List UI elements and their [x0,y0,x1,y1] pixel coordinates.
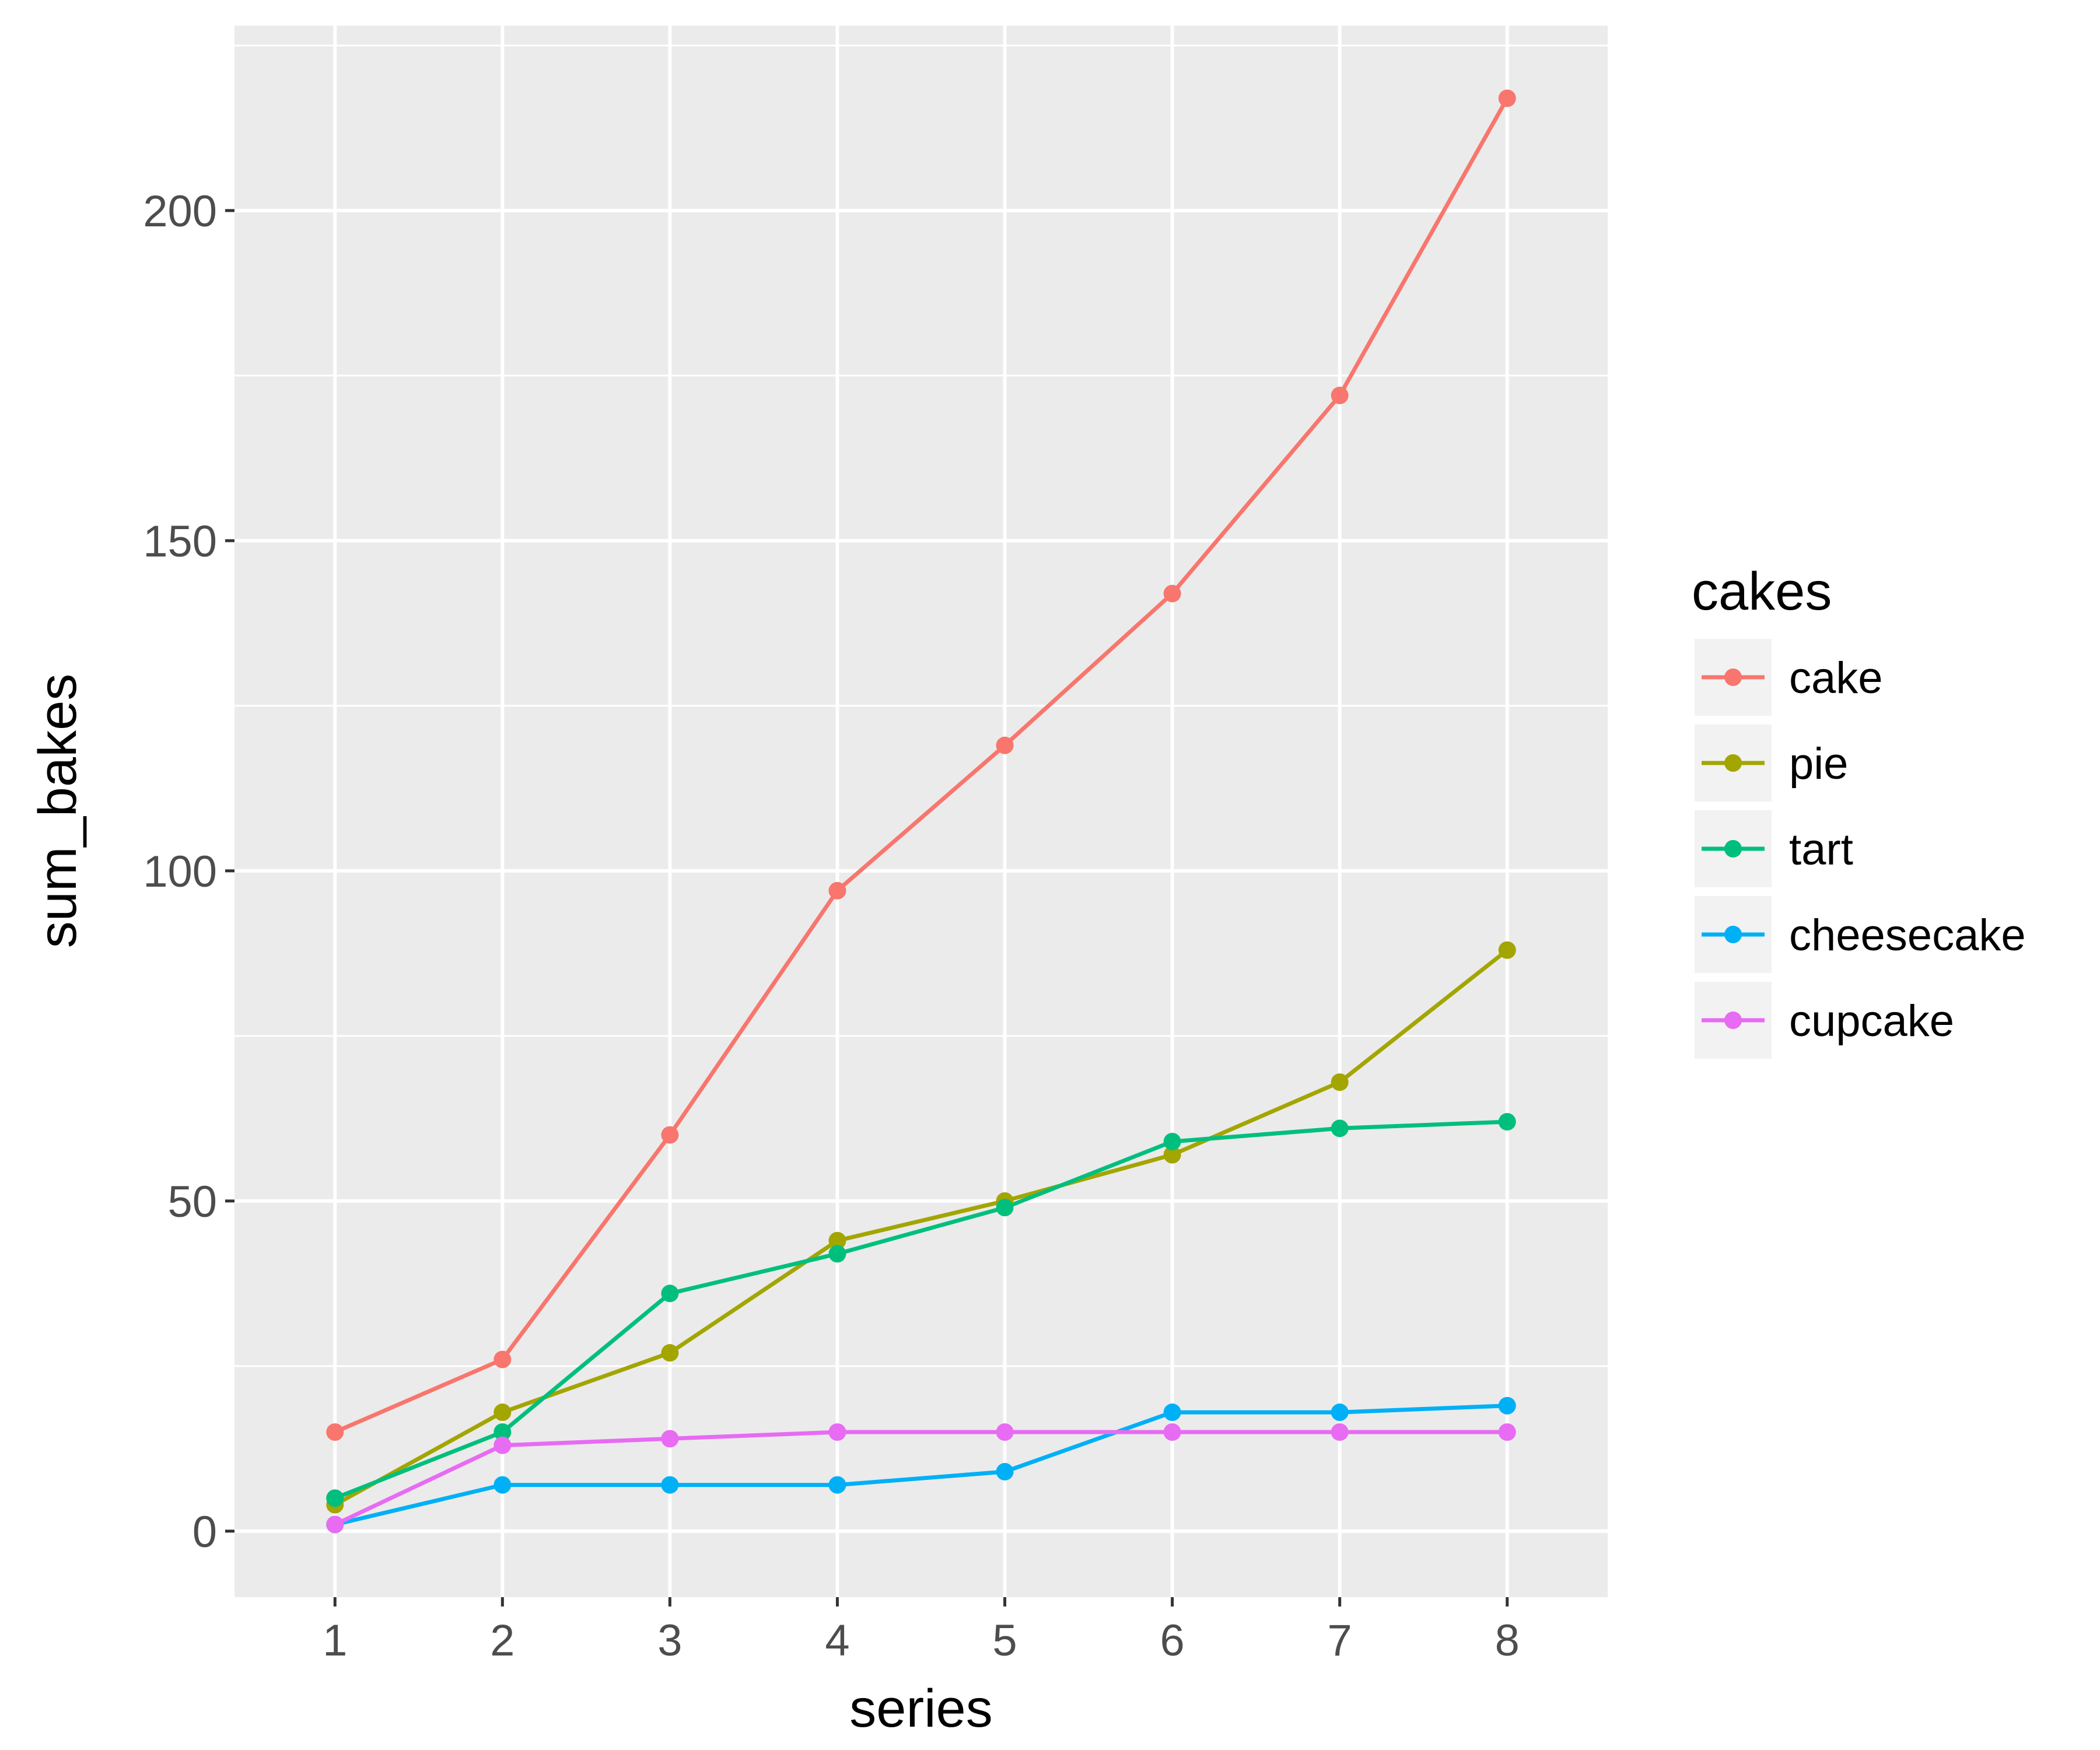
legend-item-pie: pie [1695,724,1848,802]
data-point-pie [1498,941,1516,959]
legend-key-point [1724,926,1742,943]
data-point-cake [1498,89,1516,107]
y-tick-label: 150 [143,517,217,566]
y-tick-label: 200 [143,187,217,236]
data-point-cheesecake [996,1462,1014,1480]
data-point-cake [1163,584,1181,603]
data-point-cake [661,1126,679,1144]
data-point-cheesecake [828,1476,846,1494]
legend-key-point [1724,1012,1742,1029]
data-point-cake [828,881,846,900]
legend-item-cheesecake: cheesecake [1695,896,2026,973]
x-tick-label: 2 [490,1616,514,1665]
data-point-cupcake [828,1423,846,1441]
legend-label: cupcake [1789,996,1954,1046]
legend-item-cake: cake [1695,639,1883,716]
data-point-cheesecake [1163,1404,1181,1422]
data-point-cupcake [494,1436,512,1454]
legend-key-point [1724,754,1742,772]
y-axis-title: sum_bakes [28,674,88,948]
legend: cakes cake pie tart cheesecake cupcake [1692,562,2026,1059]
plot-panel [235,26,1608,1597]
minor-gridlines [235,44,1608,1367]
data-point-tart [996,1199,1014,1217]
legend-item-tart: tart [1695,810,1853,887]
data-point-cake [494,1350,512,1368]
major-gridlines [235,26,1608,1597]
data-point-cupcake [1498,1423,1516,1441]
x-tick-label: 7 [1328,1616,1352,1665]
series-line-tart [334,1119,1507,1500]
data-point-cheesecake [1331,1404,1349,1422]
data-point-tart [1498,1113,1516,1131]
x-axis-title: series [849,1679,992,1738]
series-line-cake [334,97,1509,1434]
data-point-pie [494,1404,512,1422]
data-point-cupcake [1163,1423,1181,1441]
data-point-pie [828,1231,846,1250]
series-lines [334,97,1509,1527]
legend-label: cheesecake [1789,911,2026,960]
data-point-cupcake [1331,1423,1349,1441]
series-line-cupcake [334,1430,1507,1527]
data-point-cake [1331,386,1349,404]
data-point-tart [1163,1132,1181,1150]
y-tick-label: 0 [192,1507,217,1557]
x-tick-label: 3 [657,1616,682,1665]
data-point-pie [1163,1146,1181,1164]
x-tick-label: 5 [992,1616,1017,1665]
y-tick-label: 50 [167,1177,217,1227]
data-point-tart [326,1489,344,1507]
data-point-cake [996,736,1014,754]
x-tick-label: 6 [1160,1616,1184,1665]
x-tick-label: 8 [1495,1616,1520,1665]
legend-label: tart [1789,825,1853,874]
data-point-cake [326,1423,344,1441]
data-point-cupcake [661,1430,679,1448]
series-points [326,89,1516,1534]
data-point-cupcake [996,1423,1014,1441]
legend-key-point [1724,668,1742,686]
data-point-pie [1331,1073,1349,1091]
legend-item-cupcake: cupcake [1695,982,1954,1059]
data-point-cheesecake [494,1476,512,1494]
x-tick-label: 4 [825,1616,849,1665]
data-point-cheesecake [661,1476,679,1494]
data-point-tart [494,1423,512,1441]
series-line-pie [334,948,1508,1507]
data-point-tart [661,1284,679,1303]
legend-title: cakes [1692,562,1832,621]
data-point-tart [1331,1119,1349,1138]
data-point-tart [828,1245,846,1263]
legend-label: cake [1789,653,1883,703]
y-axis: 0 50 100 150 200 [143,187,235,1557]
data-point-cupcake [326,1516,344,1534]
data-point-cheesecake [1498,1396,1516,1415]
legend-key-point [1724,840,1742,858]
series-line-cheesecake [334,1404,1507,1527]
data-point-pie [661,1344,679,1362]
x-axis: 1 2 3 4 5 6 7 8 [323,1597,1520,1665]
legend-label: pie [1789,739,1848,789]
x-tick-label: 1 [323,1616,347,1665]
y-tick-label: 100 [143,847,217,897]
